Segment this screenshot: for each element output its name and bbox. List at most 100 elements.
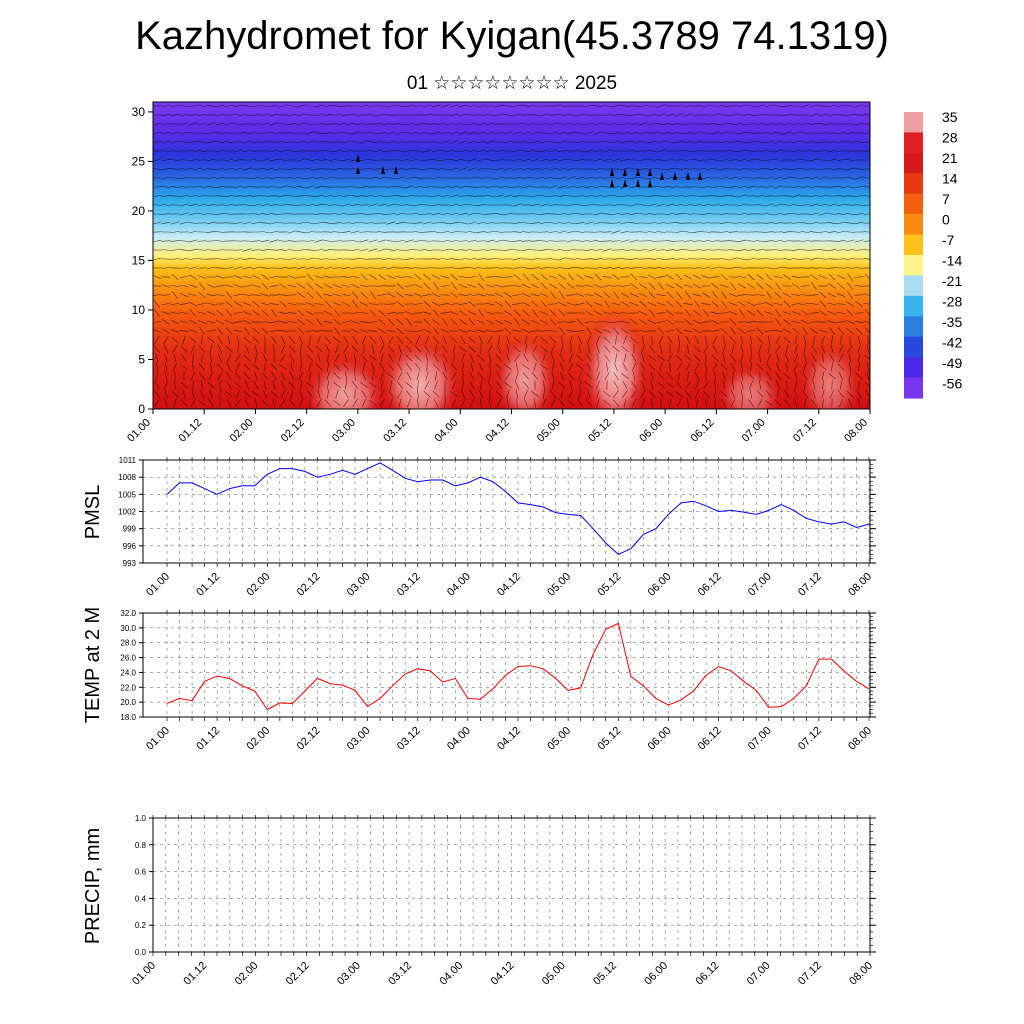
wind-barb [593, 283, 603, 289]
wind-barb [153, 257, 162, 261]
wind-barb [782, 131, 792, 135]
wind-barb [215, 285, 225, 287]
wind-barb [633, 371, 635, 381]
wind-barb [602, 240, 612, 242]
wind-barb [738, 301, 746, 307]
wind-barb [809, 212, 819, 216]
wind-barb [422, 328, 432, 334]
wind-barb [737, 283, 747, 289]
wind-barb [692, 222, 702, 224]
wind-barb [693, 310, 701, 316]
wind-barb [254, 371, 258, 381]
wind-barb [603, 336, 611, 344]
wind-barb [863, 195, 870, 197]
wind-barb [539, 140, 549, 144]
wind-barb [512, 248, 522, 252]
wind-barb [773, 239, 783, 243]
wind-barb [359, 312, 369, 314]
wind-barb [435, 371, 437, 381]
temp-panel: TEMP at 2 M 32.030.028.026.024.022.020.0… [82, 607, 876, 753]
wind-barb [559, 399, 565, 407]
wind-barb [351, 291, 359, 299]
wind-barb [821, 344, 825, 354]
wind-barb [422, 123, 432, 125]
wind-barb [513, 273, 521, 281]
wind-barb [341, 320, 351, 324]
wind-barb [803, 335, 807, 345]
wind-barb [532, 354, 538, 362]
wind-barb [476, 213, 486, 215]
wind-barb [746, 185, 756, 189]
wind-barb [620, 312, 630, 314]
wind-barb [584, 249, 594, 251]
wind-barb [593, 212, 603, 216]
wind-barb [171, 390, 179, 398]
wind-barb [575, 204, 585, 206]
wind-barb [551, 371, 555, 381]
wind-barb [278, 258, 288, 260]
wind-barb [296, 258, 306, 260]
wind-barb [701, 141, 711, 143]
wind-barb [386, 114, 396, 116]
wind-barb [396, 292, 404, 298]
wind-barb [750, 335, 752, 345]
wind-barb [468, 336, 476, 344]
wind-barb [354, 371, 356, 381]
wind-barb [578, 344, 582, 354]
wind-barb [395, 249, 405, 251]
wind-barb [548, 140, 558, 144]
wind-barb [386, 312, 396, 314]
wind-barb [612, 274, 620, 280]
wind-barb [639, 283, 647, 289]
wind-barb [775, 380, 781, 390]
wind-barb [638, 213, 648, 215]
x-tick-label: 04.00 [432, 417, 460, 445]
wind-barb [593, 310, 603, 316]
wind-barb [170, 329, 180, 333]
wind-barb [476, 293, 486, 297]
wind-barb [620, 131, 630, 135]
wind-barb [512, 285, 522, 287]
wind-barb [701, 176, 711, 180]
wind-barb [161, 150, 171, 152]
wind-barb [575, 240, 585, 242]
wind-barb [656, 249, 666, 251]
wind-barb [755, 186, 765, 188]
wind-barb [620, 213, 630, 215]
wind-barb [602, 105, 612, 107]
wind-barb [155, 353, 159, 363]
wind-barb [530, 320, 540, 324]
wind-barb [224, 213, 234, 215]
precip-panel: PRECIP, mm 1.00.80.60.40.20.001.00 01.12 0… [82, 814, 876, 988]
wind-barb [235, 354, 241, 362]
wind-barb [327, 389, 329, 399]
wind-barb [485, 231, 495, 233]
wind-barb [558, 327, 566, 335]
wind-barb [732, 380, 734, 390]
wind-barb [269, 122, 279, 126]
wind-barb [207, 336, 215, 344]
wind-barb [494, 301, 504, 307]
wind-barb [433, 282, 439, 290]
wind-barb [638, 131, 648, 135]
wind-barb [368, 176, 378, 180]
colorbar-swatch [904, 255, 923, 277]
wind-barb [800, 293, 810, 297]
wind-barb [551, 362, 555, 372]
wind-barb [575, 158, 585, 162]
x-tick-label: 02.12 [295, 725, 323, 753]
wind-barb [269, 249, 279, 251]
wind-barb [287, 321, 297, 323]
wind-barb [683, 249, 693, 251]
wind-barb [460, 399, 466, 407]
wind-barb [467, 158, 477, 162]
wind-barb [359, 231, 369, 233]
wind-barb [305, 230, 315, 234]
wind-barb [704, 398, 708, 408]
wind-barb [296, 104, 306, 108]
wind-barb [548, 122, 558, 126]
wind-barb [782, 311, 792, 315]
wind-barb [854, 249, 864, 251]
wind-barb [678, 335, 680, 345]
wind-barb [251, 275, 261, 279]
